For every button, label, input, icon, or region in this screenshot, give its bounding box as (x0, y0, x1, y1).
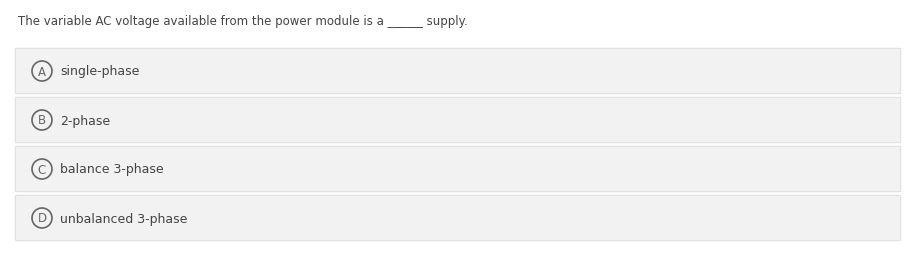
Text: unbalanced 3-phase: unbalanced 3-phase (60, 212, 188, 225)
Text: D: D (38, 212, 47, 225)
Ellipse shape (32, 62, 52, 82)
FancyBboxPatch shape (16, 147, 900, 192)
Text: balance 3-phase: balance 3-phase (60, 163, 164, 176)
Text: C: C (38, 163, 46, 176)
FancyBboxPatch shape (16, 98, 900, 143)
Text: 2-phase: 2-phase (60, 114, 110, 127)
Text: single-phase: single-phase (60, 65, 139, 78)
Ellipse shape (32, 159, 52, 179)
Ellipse shape (32, 208, 52, 228)
FancyBboxPatch shape (16, 49, 900, 94)
Text: The variable AC voltage available from the power module is a ______ supply.: The variable AC voltage available from t… (18, 15, 468, 28)
FancyBboxPatch shape (16, 196, 900, 241)
Ellipse shape (32, 110, 52, 131)
Text: A: A (38, 65, 46, 78)
Text: B: B (38, 114, 46, 127)
